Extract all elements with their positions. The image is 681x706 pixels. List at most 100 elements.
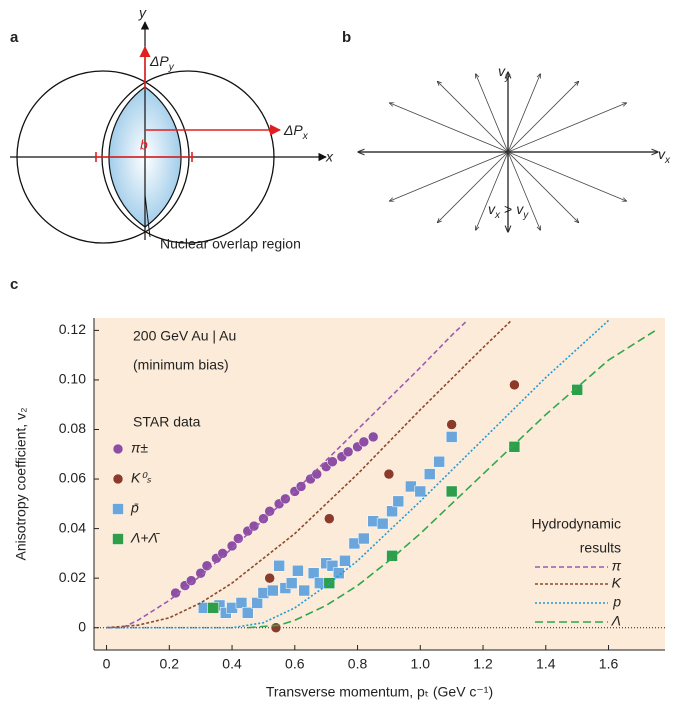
legend-marker [112,443,124,455]
point [285,577,298,589]
point [207,602,219,614]
velocity-arrow [507,103,626,153]
point [295,481,307,492]
legend-label: p [612,594,621,610]
point [195,567,206,579]
x-tick-label: 0.8 [348,656,368,672]
point [217,548,228,559]
x-tick-label: 0.6 [285,656,305,672]
point [323,577,336,589]
point [298,584,310,597]
point [226,540,238,552]
plot-background [94,318,665,650]
curve [106,319,512,629]
point [367,431,379,443]
velocity-arrow [507,151,579,223]
vx-label: vx [658,146,671,166]
point [186,575,197,586]
point [327,456,338,467]
point [241,607,254,619]
velocity-arrow [507,74,540,153]
x-tick-label: 1.4 [536,656,556,672]
velocity-arrow [476,151,509,230]
axis-label: y [138,5,147,21]
legend-label: p̄ [130,500,139,516]
point [358,532,370,545]
x-tick-label: 0 [103,656,111,672]
panel-label: b [342,29,351,46]
x-tick-label: 0.2 [160,656,180,672]
point [392,495,405,508]
velocity-arrow [507,151,626,201]
point [508,441,521,453]
point [376,517,389,530]
x-tick-label: 1.2 [473,656,493,672]
point [235,597,248,609]
legend-label: π± [131,440,148,456]
delta-py-label: ΔPy [149,53,175,73]
point [433,455,445,468]
point [248,520,260,532]
point [339,555,351,567]
point [358,436,370,448]
y-tick-label: 0.02 [59,569,86,585]
point [170,587,181,599]
point [324,513,335,524]
y-tick-label: 0.12 [59,321,86,337]
velocity-arrow [437,81,509,153]
point [264,506,275,517]
curve [106,319,468,629]
velocity-arrow [507,151,540,230]
y-tick-label: 0.04 [59,519,86,535]
velocity-arrow [437,151,509,223]
legend-marker [112,533,124,545]
annotation: Hydrodynamic [532,516,621,532]
legend-label: K⁰ₛ [131,470,152,486]
x-axis-label: Transverse momentum, pₜ (GeV c⁻¹) [266,684,493,700]
point [280,493,291,505]
point [258,513,269,524]
y-tick-label: 0 [78,618,86,634]
velocity-arrow [476,74,509,153]
point [201,560,213,572]
curve [106,319,610,629]
axis-label: x [325,149,334,165]
legend-label: Λ [611,613,621,629]
y-tick-label: 0.08 [59,420,86,436]
point [423,468,436,480]
point [383,468,395,480]
point [251,597,263,609]
annotation: (minimum bias) [133,357,229,373]
x-tick-label: 0.4 [222,656,242,672]
annotation: STAR data [133,414,201,430]
y-tick-label: 0.10 [59,371,86,387]
point [571,384,583,396]
point [446,419,457,430]
point [414,485,427,498]
legend-label: K [612,575,622,591]
panel-label: c [10,276,18,293]
annotation: results [580,540,621,556]
vy-label: vy [498,63,511,83]
overlap-label: Nuclear overlap region [160,236,301,252]
x-tick-label: 1.0 [411,656,431,672]
velocity-arrow [390,151,509,201]
point [445,485,458,498]
point [386,505,398,518]
point [509,379,520,391]
point [326,560,339,572]
legend-marker [112,503,124,515]
delta-px-label: ΔPx [283,122,309,142]
velocity-arrow [507,81,579,153]
point [267,584,279,597]
point [292,564,304,577]
legend-label: π [612,558,622,574]
y-axis-label: Anisotropy coefficient, v₂ [13,407,29,560]
point [273,560,285,572]
annotation: 200 GeV Au | Au [133,328,236,344]
legend-marker [112,473,124,485]
y-tick-label: 0.06 [59,470,86,486]
leader-line [144,194,151,238]
